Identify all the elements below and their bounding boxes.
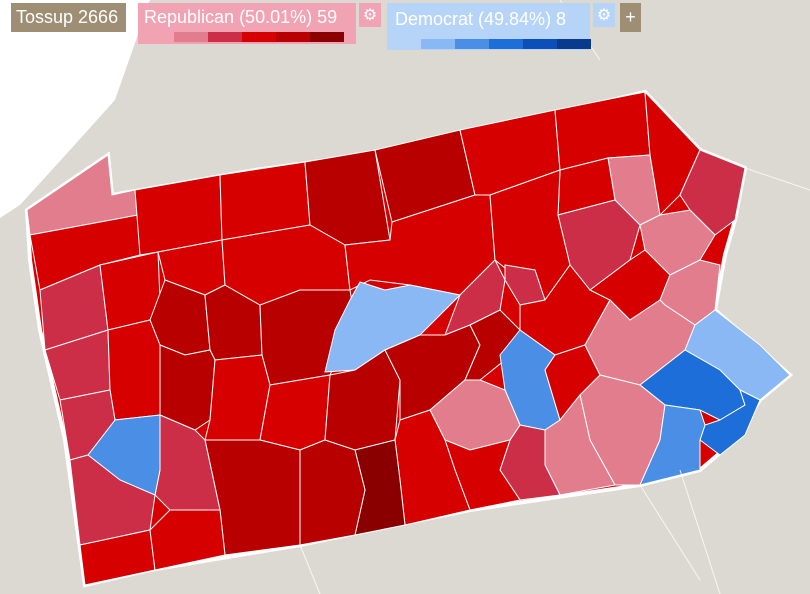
republican-settings-button[interactable]: ⚙ — [359, 3, 381, 27]
republican-shade[interactable] — [242, 32, 276, 42]
county[interactable] — [108, 320, 160, 420]
gear-icon: ⚙ — [363, 5, 377, 25]
republican-shade[interactable] — [174, 32, 208, 42]
county-shapes — [27, 92, 790, 585]
tossup-label: Tossup 2666 — [16, 7, 118, 27]
democrat-settings-button[interactable]: ⚙ — [593, 3, 615, 27]
democrat-shade-scale — [421, 39, 591, 49]
county[interactable] — [205, 355, 270, 440]
republican-label: Republican (50.01%) 59 — [144, 7, 337, 27]
republican-shade[interactable] — [208, 32, 242, 42]
county[interactable] — [300, 440, 365, 545]
republican-legend[interactable]: Republican (50.01%) 59 — [138, 3, 356, 44]
democrat-shade[interactable] — [523, 39, 557, 49]
county[interactable] — [160, 345, 215, 430]
democrat-shade[interactable] — [489, 39, 523, 49]
gear-icon: ⚙ — [597, 5, 611, 25]
republican-shade-scale — [174, 32, 344, 42]
republican-shade[interactable] — [310, 32, 344, 42]
democrat-shade[interactable] — [421, 39, 455, 49]
democrat-shade[interactable] — [557, 39, 591, 49]
plus-icon: + — [625, 7, 636, 28]
county[interactable] — [260, 375, 330, 450]
add-party-button[interactable]: + — [620, 3, 641, 32]
democrat-label: Democrat (49.84%) 8 — [395, 9, 566, 29]
republican-shade[interactable] — [276, 32, 310, 42]
democrat-legend[interactable]: Democrat (49.84%) 8 — [387, 3, 590, 50]
tossup-legend[interactable]: Tossup 2666 — [11, 3, 126, 32]
democrat-shade[interactable] — [455, 39, 489, 49]
